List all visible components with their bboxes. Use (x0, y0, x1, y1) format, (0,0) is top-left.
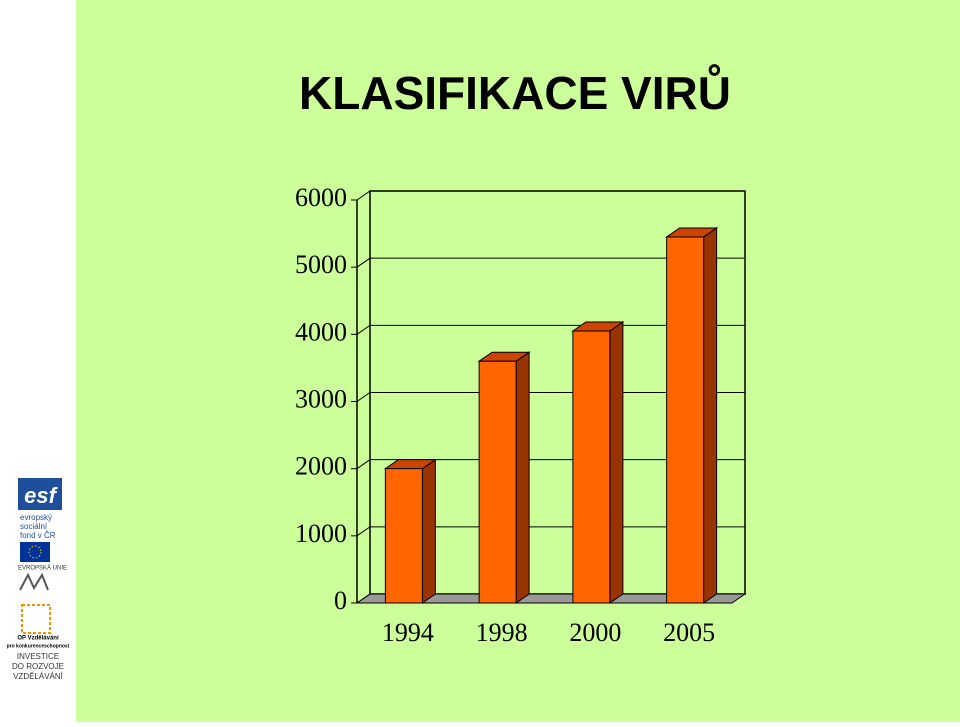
esf-line: sociální (20, 522, 48, 531)
op-text: OP Vzdělávání (17, 636, 59, 642)
esf-text: esf (24, 483, 58, 508)
y-tick-label: 2000 (295, 452, 347, 481)
bar-side (703, 226, 718, 604)
x-tick-label: 1998 (476, 618, 528, 647)
y-tick-label: 3000 (295, 384, 347, 413)
eu-text: EVROPSKÁ UNIE (18, 565, 67, 572)
op-logo (21, 604, 51, 634)
x-tick-label: 1994 (382, 618, 434, 647)
bar (665, 226, 719, 604)
esf-line: fond v ČR (20, 531, 56, 540)
invest-text: VZDĚLÁVÁNÍ (13, 672, 64, 681)
y-tick-label: 5000 (295, 250, 347, 279)
msmt-logo (19, 572, 49, 591)
eu-flag (20, 542, 50, 562)
op-text: pro konkurenceschopnost (7, 643, 70, 649)
bar-front (384, 468, 423, 604)
sidebar: esf evropský sociální fond v ČR EVROPSKÁ… (7, 478, 70, 681)
y-tick-label: 6000 (295, 183, 347, 212)
bar-side (515, 351, 530, 604)
bar (571, 321, 625, 604)
esf-line: evropský (20, 513, 52, 522)
y-tick-label: 4000 (295, 317, 347, 346)
y-tick-label: 0 (334, 586, 347, 615)
invest-text: DO ROZVOJE (12, 662, 64, 671)
y-tick-label: 1000 (295, 519, 347, 548)
x-tick-label: 2005 (663, 618, 715, 647)
bar-front (572, 330, 611, 604)
x-tick-label: 2000 (569, 618, 621, 647)
grid-line (356, 190, 745, 201)
bar-front (666, 236, 705, 604)
grid-line (356, 257, 745, 268)
eu-stars (28, 545, 42, 559)
chart-title: KLASIFIKACE VIRŮ (299, 64, 731, 119)
bar (477, 351, 531, 604)
bar-side (421, 458, 436, 604)
esf-logo (18, 478, 62, 510)
invest-text: INVESTICE (17, 652, 59, 661)
bar-front (478, 360, 517, 604)
bar-side (609, 321, 624, 604)
bar (383, 458, 437, 604)
